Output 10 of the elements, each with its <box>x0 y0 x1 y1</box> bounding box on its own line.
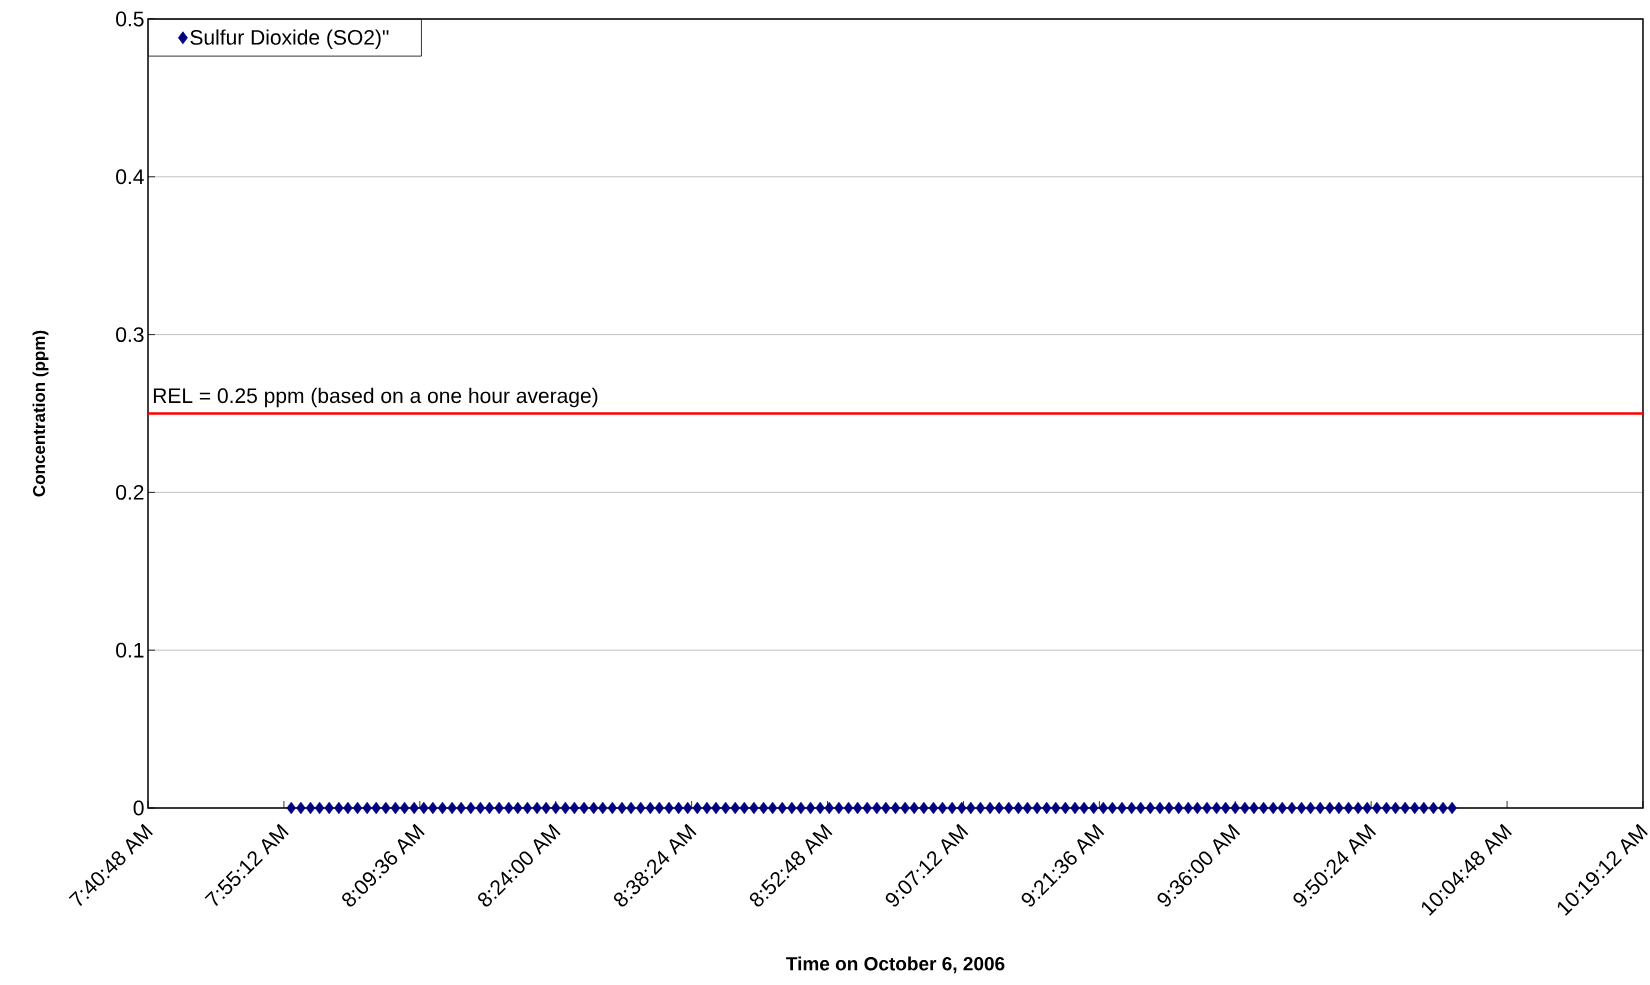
y-tick-label: 0.1 <box>116 642 144 658</box>
y-tick-label: 0.4 <box>116 169 144 185</box>
legend-label: Sulfur Dioxide (SO2)" <box>190 29 389 49</box>
y-tick-label: 0 <box>133 800 144 816</box>
y-tick-label: 0.2 <box>116 484 144 500</box>
y-tick-label: 0.5 <box>116 11 144 27</box>
y-axis-title: Concentration (ppm) <box>32 330 49 497</box>
y-tick-label: 0.3 <box>116 327 144 343</box>
ref-line-label: REL = 0.25 ppm (based on a one hour average) <box>153 387 598 408</box>
x-axis-title: Time on October 6, 2006 <box>786 956 1005 974</box>
